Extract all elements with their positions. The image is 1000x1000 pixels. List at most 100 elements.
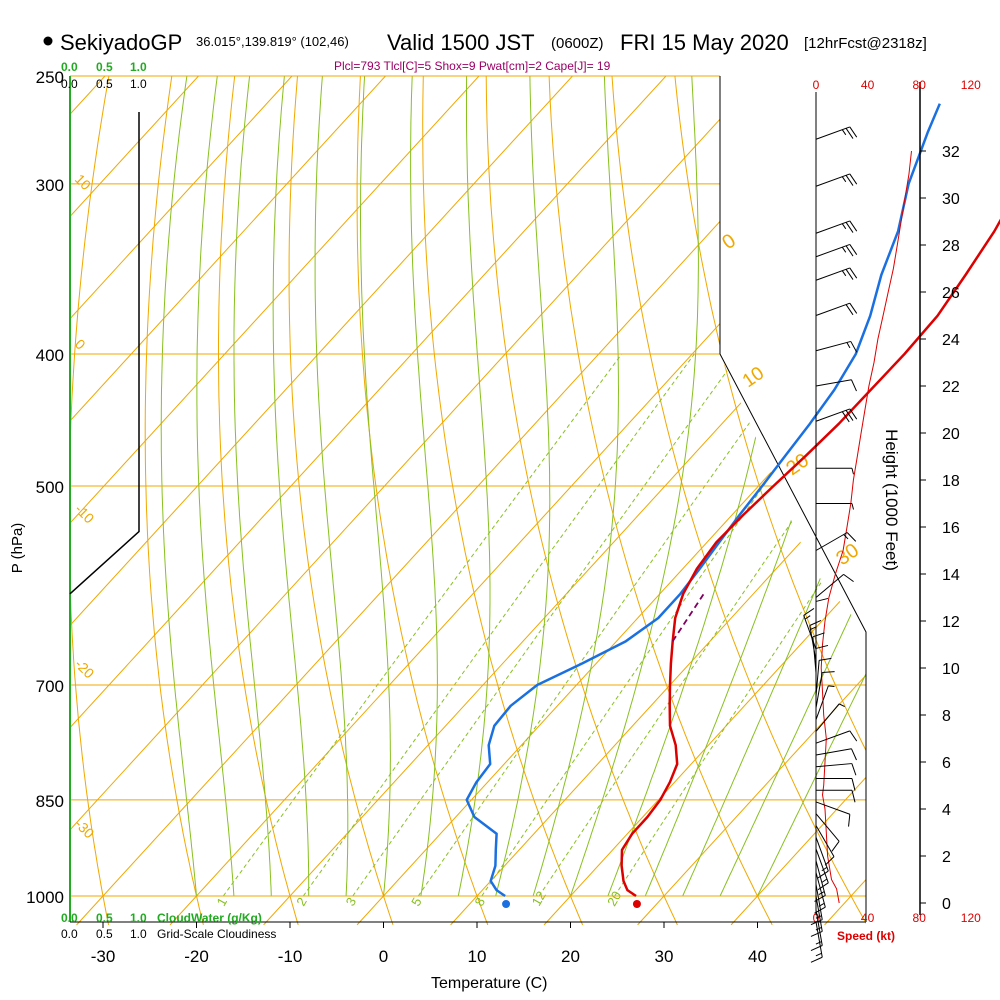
dry-adiabat-line bbox=[356, 76, 489, 926]
moist-adiabat-line bbox=[314, 76, 349, 897]
height-tick-label: 26 bbox=[942, 285, 960, 302]
wind-barb-feather bbox=[817, 870, 829, 879]
mixing-ratio-label: 20 bbox=[604, 889, 624, 909]
cloudiness-tick-top: 0.0 bbox=[61, 77, 78, 91]
x-axis-title: Temperature (C) bbox=[431, 975, 547, 992]
cloudwater-tick-top: 1.0 bbox=[130, 60, 147, 74]
dry-adiabat-line bbox=[611, 76, 866, 926]
isotherm-line bbox=[70, 76, 480, 926]
wind-barb bbox=[812, 632, 825, 673]
wind-barb-feather bbox=[849, 244, 858, 255]
dry-adiabat-line bbox=[485, 76, 678, 926]
moist-adiabat-line bbox=[457, 76, 491, 897]
dry-adiabat-line bbox=[218, 76, 299, 926]
moist-adiabat-line bbox=[719, 76, 866, 897]
wind-barb-staff bbox=[815, 921, 823, 958]
wind-barb-feather bbox=[815, 597, 829, 602]
wind-barb-feather bbox=[851, 778, 856, 791]
cloudwater-tick-bottom: 1.0 bbox=[130, 911, 147, 925]
wind-barb bbox=[815, 703, 845, 732]
height-tick-label: 8 bbox=[942, 708, 951, 725]
mixing-ratio-label: 12 bbox=[529, 889, 549, 909]
dewpoint-profile bbox=[465, 103, 941, 898]
isotherm-line bbox=[169, 76, 866, 926]
wind-barb-feather bbox=[831, 840, 840, 852]
wind-barb-half-feather bbox=[815, 927, 822, 931]
wind-barb bbox=[815, 763, 857, 776]
wind-barb-feather bbox=[841, 411, 850, 423]
moist-adiabat-line bbox=[532, 76, 620, 897]
x-tick-label: 30 bbox=[655, 947, 674, 966]
wind-barb-half-feather bbox=[838, 703, 845, 708]
isotherm-label-right: 0 bbox=[718, 230, 740, 254]
y-axis-title: P (hPa) bbox=[9, 523, 26, 574]
wind-barb-staff bbox=[815, 267, 850, 281]
wind-barb-feather bbox=[815, 644, 829, 649]
mixing-ratio-line bbox=[222, 353, 623, 897]
cloudwater-tick-top: 0.5 bbox=[96, 60, 113, 74]
forecast-label: [12hrFcst@2318z] bbox=[804, 35, 927, 52]
dry-adiabat-line bbox=[144, 76, 204, 926]
pressure-tick-label: 500 bbox=[36, 478, 64, 497]
pressure-tick-label: 300 bbox=[36, 176, 64, 195]
cloudwater-tick-bottom: 0.5 bbox=[96, 911, 113, 925]
wind-barb-half-feather bbox=[841, 129, 847, 136]
dry-adiabat-line bbox=[737, 76, 866, 926]
wind-barb bbox=[815, 685, 835, 720]
isotherm-line bbox=[356, 76, 866, 926]
isotherm-label-right: 10 bbox=[739, 363, 768, 392]
moist-adiabat-line bbox=[410, 76, 438, 897]
mixing-ratio-label: 3 bbox=[343, 895, 360, 909]
wind-barb bbox=[815, 267, 858, 281]
isotherm-line bbox=[263, 76, 866, 926]
wind-barb bbox=[816, 467, 854, 475]
cloudwater-tick-bottom: 0.0 bbox=[61, 911, 78, 925]
stability-indices: Plcl=793 Tlcl[C]=5 Shox=9 Pwat[cm]=2 Cap… bbox=[334, 59, 611, 73]
wind-barb-feather bbox=[849, 173, 858, 185]
wind-barb bbox=[816, 777, 856, 791]
wind-barb-half-feather bbox=[851, 468, 854, 475]
wind-barb-feather bbox=[846, 532, 857, 542]
isotherm-label: -10 bbox=[72, 501, 98, 527]
wind-barb-feather bbox=[849, 126, 858, 138]
speed-tick-top: 0 bbox=[813, 78, 820, 92]
cloudiness-tick-bottom: 0.5 bbox=[96, 927, 113, 941]
wind-barb-feather bbox=[850, 379, 857, 392]
wind-barb bbox=[815, 243, 858, 258]
height-tick-label: 24 bbox=[942, 332, 960, 349]
wind-barb-feather bbox=[849, 220, 858, 232]
dry-adiabat-line bbox=[674, 76, 866, 926]
wind-barb bbox=[815, 825, 835, 866]
zulu-time: (0600Z) bbox=[551, 35, 604, 52]
x-tick-label: -10 bbox=[278, 947, 303, 966]
pressure-tick-label: 400 bbox=[36, 346, 64, 365]
wind-barb-feather bbox=[812, 632, 825, 638]
height-tick-label: 10 bbox=[942, 661, 960, 678]
wind-barb-feather bbox=[803, 608, 815, 616]
wind-barb bbox=[815, 340, 858, 353]
title-bullet bbox=[43, 36, 53, 46]
cloudiness-tick-top: 1.0 bbox=[130, 77, 147, 91]
wind-barb-feather bbox=[845, 410, 854, 421]
wind-barb bbox=[815, 801, 851, 827]
mixing-ratio-line bbox=[302, 353, 695, 897]
wind-barb-feather bbox=[845, 128, 854, 139]
speed-axis-title: Speed (kt) bbox=[837, 929, 895, 943]
cloudiness-label: Grid-Scale Cloudiness bbox=[157, 927, 276, 941]
dry-adiabat-line bbox=[989, 76, 1000, 925]
wind-barb-staff bbox=[815, 672, 823, 709]
wind-barb-feather bbox=[819, 657, 832, 661]
wind-speed-profile bbox=[820, 150, 912, 904]
isotherm-line bbox=[70, 76, 386, 926]
moist-adiabat-line bbox=[495, 76, 551, 897]
text-layer: SekiyadoGP 36.015°,139.819° (102,46) Val… bbox=[9, 30, 927, 992]
height-axis-title: Height (1000 Feet) bbox=[882, 429, 901, 571]
dry-adiabat-line bbox=[70, 76, 110, 926]
wind-barb-half-feather bbox=[828, 685, 835, 688]
x-tick-label: -30 bbox=[91, 947, 116, 966]
wind-barb bbox=[815, 748, 857, 761]
height-tick-label: 4 bbox=[942, 802, 951, 819]
moist-adiabat-line bbox=[272, 76, 310, 896]
height-tick-label: 32 bbox=[942, 144, 960, 161]
